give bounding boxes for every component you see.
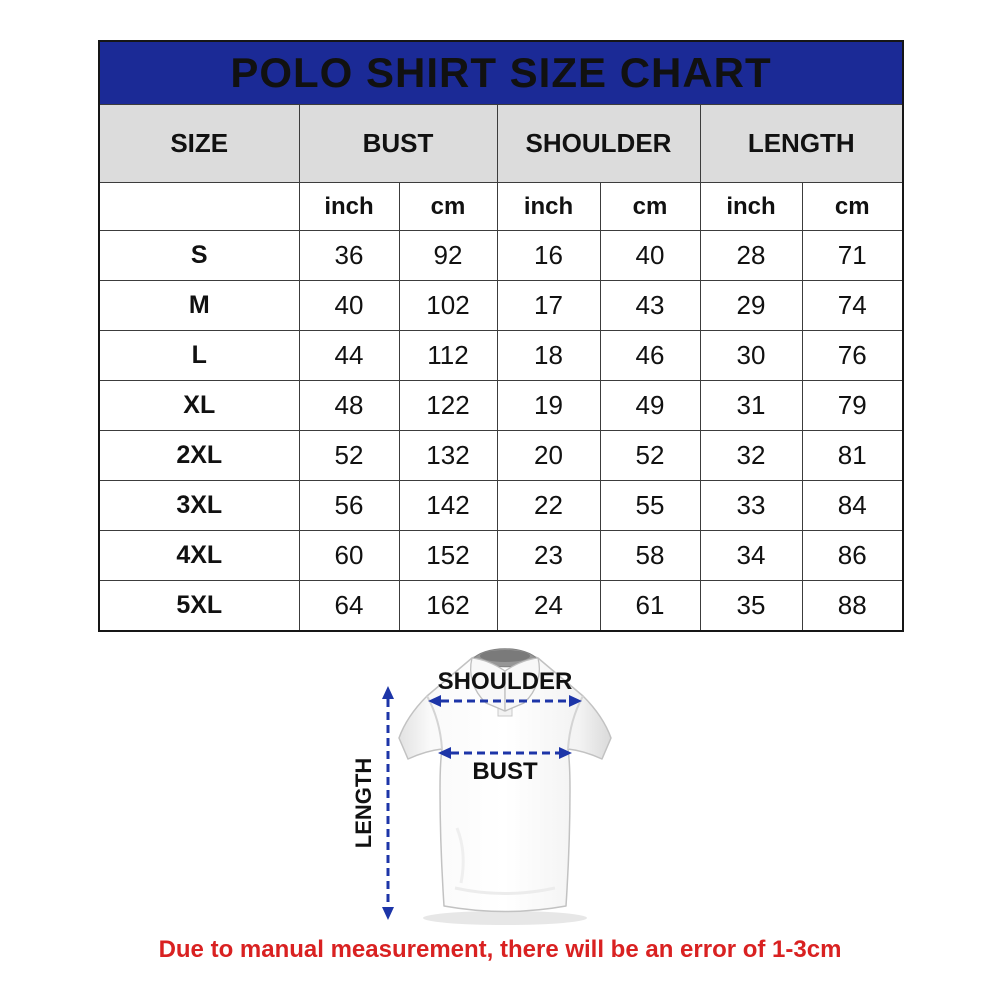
value-cell: 152 (398, 530, 498, 581)
value-cell: 60 (298, 530, 400, 581)
value-cell: 122 (398, 380, 498, 431)
value-cell: 71 (801, 230, 904, 281)
size-cell: L (98, 330, 300, 381)
value-cell: 17 (496, 280, 601, 331)
value-cell: 48 (298, 380, 400, 431)
unit-header-shoulder-inch: inch (496, 182, 601, 231)
value-cell: 52 (599, 430, 701, 481)
size-cell: 2XL (98, 430, 300, 481)
value-cell: 56 (298, 480, 400, 531)
title-row: POLO SHIRT SIZE CHART (98, 40, 904, 105)
value-cell: 92 (398, 230, 498, 281)
unit-header-bust-cm: cm (398, 182, 498, 231)
neck-opening (480, 650, 530, 662)
size-cell: 4XL (98, 530, 300, 581)
unit-header-length-inch: inch (699, 182, 803, 231)
column-header-length: LENGTH (699, 104, 904, 183)
bust-measure-label: BUST (472, 758, 538, 785)
value-cell: 76 (801, 330, 904, 381)
column-header-size: SIZE (98, 104, 300, 183)
table-row: 5XL 64 162 24 61 35 88 (98, 580, 904, 632)
value-cell: 20 (496, 430, 601, 481)
size-chart-table: POLO SHIRT SIZE CHART SIZE BUST SHOULDER… (98, 40, 905, 632)
value-cell: 58 (599, 530, 701, 581)
table-row: 3XL 56 142 22 55 33 84 (98, 480, 904, 531)
shoulder-arrowhead-left (428, 695, 441, 707)
value-cell: 32 (699, 430, 803, 481)
value-cell: 29 (699, 280, 803, 331)
value-cell: 35 (699, 580, 803, 632)
value-cell: 22 (496, 480, 601, 531)
value-cell: 102 (398, 280, 498, 331)
value-cell: 81 (801, 430, 904, 481)
unit-header-shoulder-cm: cm (599, 182, 701, 231)
value-cell: 19 (496, 380, 601, 431)
value-cell: 84 (801, 480, 904, 531)
shirt-body (398, 652, 612, 913)
measure-arrows (382, 686, 582, 920)
table-row: M 40 102 17 43 29 74 (98, 280, 904, 331)
polo-shirt-diagram: SHOULDER BUST LENGTH (351, 648, 612, 925)
value-cell: 31 (699, 380, 803, 431)
table-row: XL 48 122 19 49 31 79 (98, 380, 904, 431)
bust-arrowhead-left (438, 747, 451, 759)
ground-shadow (423, 911, 587, 925)
length-measure-label: LENGTH (351, 758, 376, 848)
chart-title: POLO SHIRT SIZE CHART (98, 40, 904, 105)
collar-flap-right (504, 657, 540, 712)
value-cell: 28 (699, 230, 803, 281)
value-cell: 49 (599, 380, 701, 431)
size-cell: M (98, 280, 300, 331)
value-cell: 34 (699, 530, 803, 581)
value-cell: 74 (801, 280, 904, 331)
value-cell: 16 (496, 230, 601, 281)
hem-wrinkle (454, 886, 556, 895)
value-cell: 33 (699, 480, 803, 531)
value-cell: 36 (298, 230, 400, 281)
value-cell: 43 (599, 280, 701, 331)
bust-arrowhead-right (559, 747, 572, 759)
value-cell: 88 (801, 580, 904, 632)
table-row: L 44 112 18 46 30 76 (98, 330, 904, 381)
value-cell: 132 (398, 430, 498, 481)
value-cell: 30 (699, 330, 803, 381)
value-cell: 23 (496, 530, 601, 581)
value-cell: 24 (496, 580, 601, 632)
value-cell: 40 (298, 280, 400, 331)
size-cell: XL (98, 380, 300, 431)
length-arrowhead-top (382, 686, 394, 699)
unit-header-bust-inch: inch (298, 182, 400, 231)
measurement-disclaimer: Due to manual measurement, there will be… (158, 936, 842, 963)
value-cell: 86 (801, 530, 904, 581)
shoulder-measure-label: SHOULDER (438, 668, 573, 695)
value-cell: 55 (599, 480, 701, 531)
torso-wrinkle (455, 827, 465, 884)
table-row: S 36 92 16 40 28 71 (98, 230, 904, 281)
value-cell: 142 (398, 480, 498, 531)
size-cell: 3XL (98, 480, 300, 531)
value-cell: 18 (496, 330, 601, 381)
value-cell: 112 (398, 330, 498, 381)
value-cell: 52 (298, 430, 400, 481)
value-cell: 46 (599, 330, 701, 381)
column-header-row: SIZE BUST SHOULDER LENGTH (98, 104, 904, 183)
value-cell: 44 (298, 330, 400, 381)
value-cell: 61 (599, 580, 701, 632)
column-header-shoulder: SHOULDER (496, 104, 701, 183)
shoulder-arrowhead-right (569, 695, 582, 707)
unit-header-row: inch cm inch cm inch cm (98, 182, 904, 231)
table-row: 4XL 60 152 23 58 34 86 (98, 530, 904, 581)
value-cell: 64 (298, 580, 400, 632)
column-header-bust: BUST (298, 104, 498, 183)
unit-header-empty (98, 182, 300, 231)
size-cell: S (98, 230, 300, 281)
value-cell: 162 (398, 580, 498, 632)
value-cell: 79 (801, 380, 904, 431)
table-row: 2XL 52 132 20 52 32 81 (98, 430, 904, 481)
length-arrowhead-bottom (382, 907, 394, 920)
unit-header-length-cm: cm (801, 182, 904, 231)
size-cell: 5XL (98, 580, 300, 632)
value-cell: 40 (599, 230, 701, 281)
